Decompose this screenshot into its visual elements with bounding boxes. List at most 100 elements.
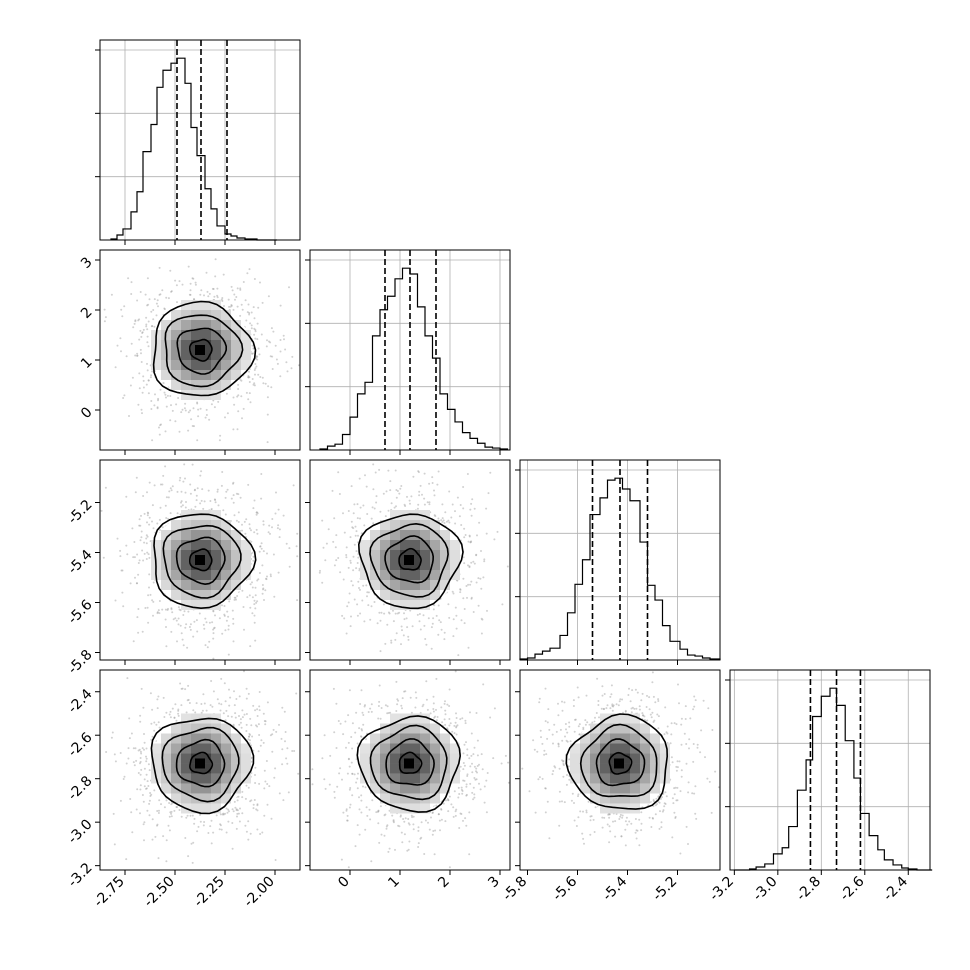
- scatter-point: [369, 618, 372, 621]
- density-cell: [181, 540, 191, 550]
- scatter-point: [399, 815, 402, 818]
- scatter-point: [247, 483, 250, 486]
- scatter-point: [259, 833, 262, 835]
- scatter-point: [170, 607, 173, 610]
- scatter-point: [248, 370, 250, 373]
- scatter-point: [401, 697, 404, 700]
- scatter-point: [428, 828, 431, 831]
- scatter-point: [407, 635, 410, 638]
- scatter-point: [372, 463, 375, 466]
- scatter-point: [463, 527, 466, 530]
- scatter-point: [451, 590, 454, 593]
- scatter-point: [412, 823, 415, 826]
- scatter-point: [458, 515, 461, 518]
- scatter-point: [132, 640, 135, 643]
- scatter-point: [466, 748, 469, 751]
- scatter-point: [150, 722, 153, 725]
- scatter-point: [384, 813, 387, 816]
- panel-frame: [99, 249, 301, 451]
- scatter-point: [221, 632, 224, 635]
- scatter-point: [379, 619, 382, 622]
- scatter-point: [353, 543, 356, 546]
- scatter-point: [475, 770, 477, 773]
- scatter-point: [493, 707, 496, 710]
- scatter-point: [207, 832, 210, 834]
- density-cell: [201, 540, 211, 550]
- scatter-point: [257, 373, 260, 376]
- scatter-point: [157, 721, 160, 724]
- scatter-point: [274, 344, 277, 347]
- scatter-point: [370, 605, 373, 608]
- scatter-point: [335, 559, 338, 562]
- scatter-point: [194, 281, 197, 284]
- scatter-point: [148, 802, 151, 805]
- scatter-point: [218, 617, 221, 620]
- density-cell: [231, 783, 241, 794]
- scatter-point: [169, 710, 172, 713]
- scatter-point: [297, 772, 300, 775]
- scatter-point: [218, 439, 221, 442]
- scatter-point: [257, 750, 260, 753]
- scatter-point: [237, 388, 240, 390]
- scatter-point: [363, 524, 366, 527]
- scatter-point: [225, 490, 228, 493]
- scatter-point: [460, 619, 463, 622]
- scatter-point: [252, 807, 255, 810]
- density-cell: [410, 753, 420, 764]
- scatter-point: [390, 502, 393, 505]
- scatter-point: [148, 573, 151, 576]
- scatter-point: [425, 698, 428, 701]
- scatter-point: [220, 484, 223, 487]
- density-cell: [440, 570, 450, 580]
- scatter-point: [158, 293, 161, 296]
- scatter-point: [378, 611, 381, 614]
- density-cell: [370, 753, 380, 764]
- scatter-point: [271, 518, 274, 520]
- scatter-point: [358, 833, 361, 836]
- scatter-point: [232, 617, 235, 620]
- scatter-point: [389, 489, 392, 492]
- scatter-point: [197, 825, 200, 828]
- scatter-point: [274, 767, 277, 770]
- density-cell: [360, 540, 370, 550]
- scatter-point: [183, 407, 186, 410]
- density-cell: [211, 370, 221, 380]
- scatter-point: [350, 580, 353, 583]
- density-cell: [171, 560, 181, 570]
- scatter-point: [273, 776, 276, 779]
- scatter-point: [417, 846, 420, 848]
- scatter-point: [221, 813, 224, 816]
- scatter-point: [472, 753, 475, 756]
- scatter-point: [444, 820, 447, 823]
- scatter-point: [332, 687, 335, 690]
- scatter-point: [159, 529, 161, 531]
- scatter-point: [189, 483, 192, 486]
- density-cell: [430, 540, 440, 550]
- scatter-point: [187, 610, 190, 613]
- scatter-point: [133, 764, 136, 767]
- scatter-point: [162, 474, 165, 477]
- density-cell: [420, 590, 430, 600]
- density-cell: [430, 520, 440, 530]
- density-cell: [191, 530, 201, 540]
- density-cell: [171, 753, 181, 764]
- density-cell: [450, 540, 460, 550]
- scatter-point: [440, 818, 443, 821]
- density-cell: [370, 580, 380, 590]
- scatter-point: [336, 785, 339, 788]
- scatter-point: [180, 632, 183, 635]
- scatter-point: [143, 767, 146, 770]
- scatter-point: [377, 822, 380, 825]
- scatter-point: [119, 799, 122, 802]
- scatter-point: [196, 439, 199, 442]
- scatter-point: [227, 715, 230, 718]
- scatter-point: [125, 495, 128, 498]
- density-cell: [191, 773, 201, 784]
- density-cell: [231, 550, 241, 560]
- x-tick-label: -2.4: [880, 873, 911, 904]
- scatter-point: [116, 344, 119, 347]
- scatter-point: [410, 711, 413, 714]
- scatter-point: [288, 286, 290, 289]
- scatter-point: [463, 764, 466, 767]
- scatter-point: [128, 737, 131, 740]
